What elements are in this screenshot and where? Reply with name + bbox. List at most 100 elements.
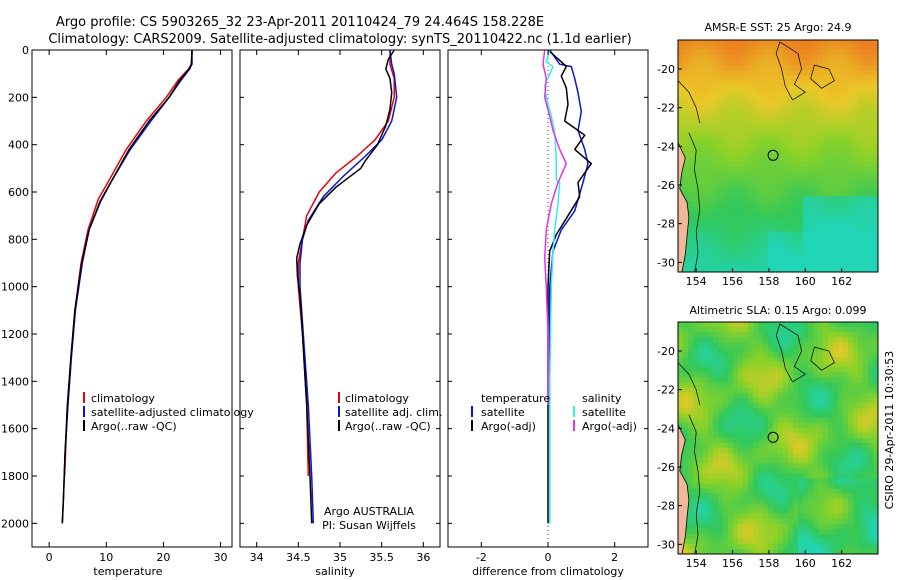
map-cell xyxy=(873,427,878,434)
map-cell xyxy=(778,332,784,338)
map-cell xyxy=(838,427,844,434)
map-cell xyxy=(783,110,789,117)
map-cell xyxy=(798,156,804,162)
map-cell xyxy=(828,45,834,51)
map-cell xyxy=(793,241,799,248)
figure-title-line1: Argo profile: CS 5903265_32 23-Apr-2011 … xyxy=(56,15,544,30)
map-cell xyxy=(808,176,814,182)
map-cell xyxy=(808,427,814,434)
map-cell xyxy=(848,125,854,132)
map-cell xyxy=(698,176,704,182)
map-cell xyxy=(788,518,794,525)
map-cell xyxy=(773,427,779,434)
map-cell xyxy=(813,90,819,96)
map-cell xyxy=(853,448,859,454)
map-cell xyxy=(793,503,799,510)
map-cell xyxy=(703,65,709,71)
map-cell xyxy=(753,513,759,520)
map-cell xyxy=(868,483,874,489)
map-cell xyxy=(693,347,699,353)
map-cell xyxy=(808,105,814,112)
map-cell xyxy=(783,402,789,409)
map-cell xyxy=(848,367,854,373)
map-cell xyxy=(728,156,734,162)
map-cell xyxy=(763,150,769,157)
map-cell xyxy=(703,478,709,484)
map-cell xyxy=(743,115,749,122)
map-cell xyxy=(703,438,709,444)
map-cell xyxy=(823,432,829,439)
map-cell xyxy=(763,85,769,91)
map-cell xyxy=(793,397,799,404)
map-cell xyxy=(828,125,834,132)
map-cell xyxy=(763,156,769,162)
map-cell xyxy=(838,181,844,187)
map-cell xyxy=(808,453,814,459)
map-cell xyxy=(833,55,839,61)
map-cell xyxy=(808,256,814,263)
map-cell xyxy=(703,493,709,499)
map-cell xyxy=(748,150,754,157)
map-cell xyxy=(723,422,729,429)
map-cell xyxy=(698,211,704,217)
map-cell xyxy=(863,448,869,454)
map-cell xyxy=(873,150,878,157)
map-cell xyxy=(748,105,754,112)
map-cell xyxy=(783,548,789,554)
map-cell xyxy=(788,145,794,152)
map-cell xyxy=(873,171,878,177)
map-cell xyxy=(858,55,864,61)
map-cell xyxy=(763,397,769,404)
map-cell xyxy=(838,206,844,212)
map-cell xyxy=(738,181,744,187)
map-cell xyxy=(763,337,769,343)
map-cell xyxy=(813,342,819,348)
map-cell xyxy=(793,211,799,217)
map-cell xyxy=(693,176,699,182)
map-cell xyxy=(798,196,804,202)
map-cell xyxy=(753,201,759,207)
map-cell xyxy=(758,412,764,419)
map-cell xyxy=(823,392,829,399)
map-cell xyxy=(773,145,779,152)
x-tick-label: 10 xyxy=(99,551,113,564)
map-cell xyxy=(723,463,729,469)
map-cell xyxy=(853,186,859,192)
map-cell xyxy=(873,130,878,137)
map-cell xyxy=(793,337,799,343)
map-cell xyxy=(873,352,878,358)
map-cell xyxy=(788,327,794,333)
map-cell xyxy=(693,407,699,414)
map-cell xyxy=(793,327,799,333)
map-cell xyxy=(738,392,744,399)
map-cell xyxy=(763,130,769,137)
map-cell xyxy=(743,493,749,499)
map-cell xyxy=(788,533,794,540)
map-cell xyxy=(853,95,859,101)
map-cell xyxy=(858,473,864,479)
map-cell xyxy=(723,357,729,363)
map-cell xyxy=(693,367,699,373)
map-cell xyxy=(803,417,809,424)
map-cell xyxy=(758,140,764,147)
map-cell xyxy=(738,543,744,550)
map-cell xyxy=(818,322,824,328)
map-cell xyxy=(843,135,849,142)
map-cell xyxy=(863,226,869,233)
map-cell xyxy=(773,478,779,484)
map-cell xyxy=(853,352,859,358)
map-cell xyxy=(818,226,824,233)
x-tick-label: 162 xyxy=(831,275,852,288)
map-cell xyxy=(753,196,759,202)
map-cell xyxy=(863,443,869,449)
map-cell xyxy=(703,407,709,414)
map-cell xyxy=(723,80,729,86)
map-cell xyxy=(718,135,724,142)
map-cell xyxy=(848,392,854,399)
map-cell xyxy=(728,397,734,404)
map-cell xyxy=(798,55,804,61)
map-cell xyxy=(803,40,809,46)
map-cell xyxy=(788,140,794,147)
map-cell xyxy=(853,120,859,127)
